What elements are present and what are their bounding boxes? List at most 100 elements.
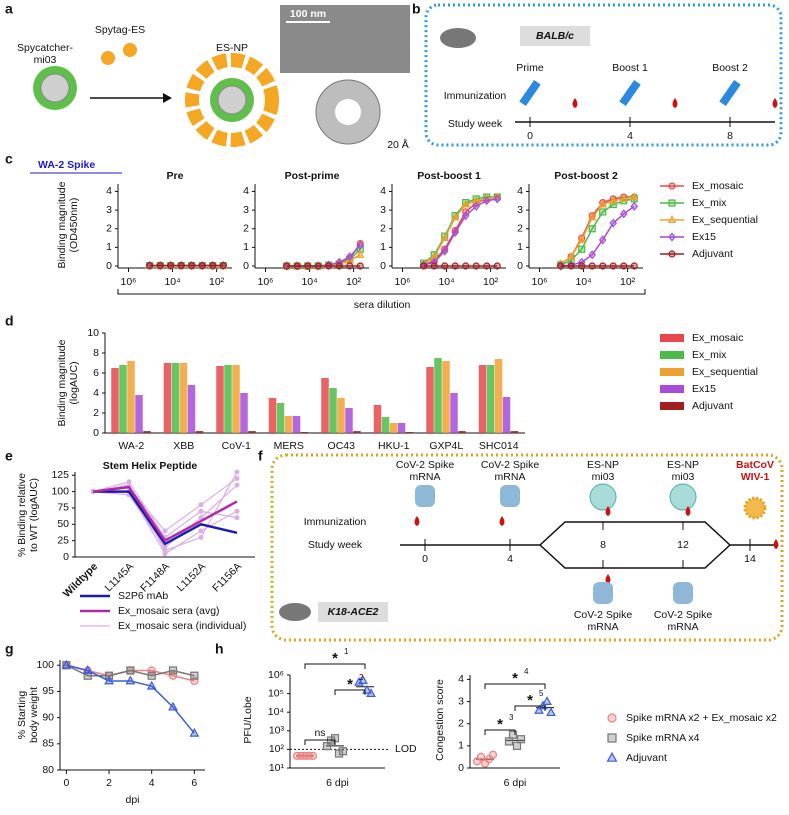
- week-label: 12: [677, 539, 689, 551]
- significance: ns: [314, 727, 325, 739]
- blood-drop: [605, 506, 611, 516]
- x-tick-label: OC43: [328, 440, 356, 452]
- x-tick-label: F1156A: [210, 561, 244, 595]
- bar: [337, 398, 345, 433]
- marker: [476, 752, 486, 762]
- spytag-ball: [101, 51, 115, 65]
- dose-label: mRNA: [668, 621, 699, 633]
- timeline: [400, 521, 775, 546]
- y-tick-label: 6: [93, 367, 99, 379]
- np-icon: [589, 483, 617, 511]
- y-tick-label: 4: [93, 387, 99, 399]
- week-label: 8: [727, 130, 733, 142]
- legend-swatch: [660, 385, 684, 393]
- y-tick-label: 80: [42, 764, 54, 776]
- legend-label: Ex_sequential: [692, 214, 758, 226]
- y-tick-label: 1: [106, 241, 112, 253]
- x-tick-label: 10²: [620, 276, 636, 288]
- panel-letter: g: [5, 641, 14, 657]
- marker: [234, 482, 240, 488]
- panel-b-box: [424, 3, 783, 147]
- row-label: Study week: [448, 118, 503, 130]
- marker: [126, 666, 135, 675]
- y-tick-label: 10: [87, 327, 99, 339]
- marker: [234, 476, 240, 482]
- x-tick-label: 10⁶: [121, 276, 137, 288]
- legend-swatch: [660, 334, 684, 342]
- y-tick-label: 1: [243, 241, 249, 253]
- bar: [276, 403, 285, 433]
- x-tick-label: 6: [191, 777, 197, 789]
- dose-label: mi03: [592, 471, 615, 483]
- marker: [630, 201, 639, 211]
- scale-label: 20 Å: [387, 138, 409, 151]
- bar: [171, 363, 180, 433]
- marker: [308, 751, 318, 760]
- x-tick-label: XBB: [173, 440, 194, 452]
- y-tick-label: 2: [106, 223, 112, 235]
- y-tick-label: 0: [517, 260, 523, 272]
- blood-drop: [685, 506, 691, 516]
- y-tick-label: 1: [380, 241, 386, 253]
- marker: [577, 235, 587, 243]
- dose-label: WIV-1: [741, 471, 770, 483]
- subplot-title: Pre: [167, 170, 184, 182]
- bar: [292, 416, 301, 433]
- timeline: [539, 544, 731, 569]
- spytag-ball: [123, 43, 137, 57]
- panel-letter: c: [5, 151, 13, 167]
- dose-label: CoV-2 Spike: [654, 609, 713, 621]
- bracket: [304, 739, 336, 745]
- marker: [325, 262, 333, 270]
- label: Spytag-ES: [95, 24, 145, 36]
- marker: [451, 227, 459, 237]
- bar: [224, 365, 232, 433]
- dose-label: BatCoV: [736, 459, 774, 471]
- marker: [629, 192, 639, 201]
- y-tick-label: 4: [106, 185, 112, 197]
- marker: [508, 730, 518, 739]
- blood-drop: [499, 516, 505, 526]
- x-tick-label: 10⁶: [395, 276, 411, 288]
- syringe: [619, 80, 641, 106]
- es-np-ring: [185, 53, 279, 147]
- y-tick-label: 0: [106, 260, 112, 272]
- marker: [162, 551, 168, 557]
- dose-label: mRNA: [588, 621, 619, 633]
- marker: [588, 250, 596, 260]
- x-axis-label: sera dilution: [354, 299, 411, 311]
- panel-a-art: [33, 5, 410, 147]
- spycatcher-core: [40, 73, 70, 103]
- marker: [366, 688, 376, 698]
- marker: [283, 262, 291, 270]
- y-tick-label: 2: [380, 223, 386, 235]
- np-icon: [669, 483, 697, 511]
- model-hole: [335, 99, 361, 125]
- bar: [502, 397, 511, 433]
- y-tick-label: 2: [517, 223, 523, 235]
- legend-label: Ex15: [692, 383, 716, 395]
- marker: [234, 515, 240, 521]
- spike-icon: [593, 582, 613, 604]
- marker: [190, 671, 199, 680]
- y-tick-label: 4: [517, 185, 523, 197]
- y-tick-label: 90: [42, 711, 54, 723]
- chart-title: Stem Helix Peptide: [103, 460, 198, 472]
- x-tick-label: 10²: [346, 276, 362, 288]
- y-tick-label: 4: [458, 673, 464, 685]
- y-axis-label: PFU/Lobe: [242, 696, 254, 743]
- week-label: 4: [627, 130, 633, 142]
- bar: [127, 361, 135, 433]
- significance: *: [497, 716, 503, 733]
- blood-drop: [773, 539, 779, 549]
- y-tick-label: 2: [243, 223, 249, 235]
- x-axis-label: 6 dpi: [504, 777, 527, 789]
- marker: [430, 262, 438, 270]
- marker: [619, 209, 628, 219]
- week-label: 0: [422, 553, 428, 565]
- panel-letter: f: [258, 448, 263, 464]
- bar: [119, 365, 127, 433]
- marker: [168, 666, 178, 675]
- x-tick-label: 10⁴: [438, 276, 454, 288]
- y-tick-label: 10¹: [269, 762, 285, 774]
